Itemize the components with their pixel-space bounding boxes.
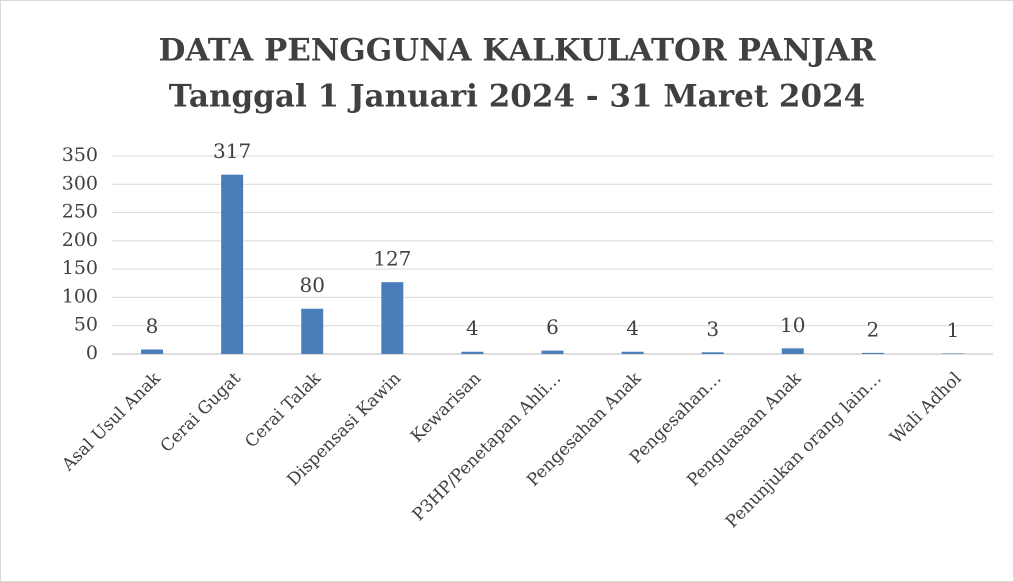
chart-subtitle: Tanggal 1 Januari 2024 - 31 Maret 2024: [169, 79, 865, 115]
value-label: 8: [146, 314, 159, 338]
value-label: 2: [866, 317, 879, 341]
y-tick-label: 250: [62, 201, 98, 223]
y-tick-label: 0: [86, 342, 98, 364]
value-label: 10: [780, 313, 805, 337]
y-tick-label: 200: [62, 229, 98, 251]
value-label: 80: [300, 273, 325, 297]
value-label: 3: [706, 317, 719, 341]
value-label: 4: [466, 316, 479, 340]
value-label: 317: [213, 139, 251, 163]
chart-title: DATA PENGGUNA KALKULATOR PANJAR: [158, 33, 875, 69]
bar: [461, 351, 484, 354]
bar: [621, 351, 644, 354]
bar: [301, 308, 324, 354]
bar: [381, 282, 404, 354]
value-label: 127: [373, 247, 411, 271]
bar: [221, 174, 244, 354]
y-tick-label: 350: [62, 144, 98, 166]
bar: [941, 353, 964, 354]
bar: [861, 352, 884, 354]
value-label: 6: [546, 315, 559, 339]
bar: [701, 352, 724, 354]
value-label: 1: [947, 318, 960, 342]
y-tick-label: 50: [74, 314, 98, 336]
y-tick-label: 100: [62, 285, 98, 307]
bar: [541, 350, 564, 354]
bar: [781, 348, 804, 354]
bar: [141, 349, 164, 354]
value-label: 4: [626, 316, 639, 340]
y-tick-label: 300: [62, 172, 98, 194]
y-tick-label: 150: [62, 257, 98, 279]
